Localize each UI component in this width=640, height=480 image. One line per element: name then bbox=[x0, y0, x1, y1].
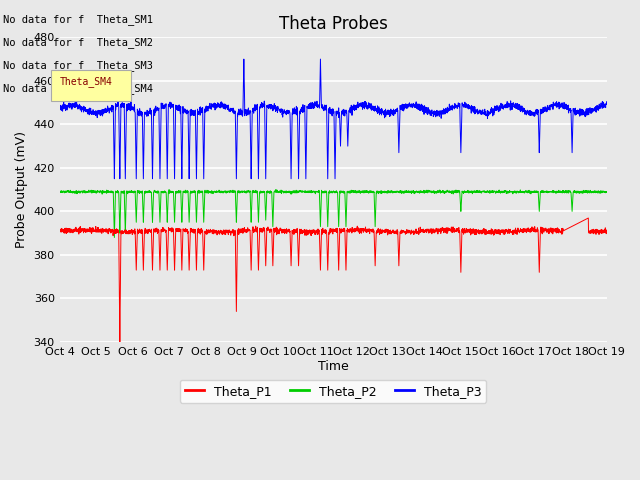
Text: Theta_SM4: Theta_SM4 bbox=[60, 76, 113, 87]
Legend: Theta_P1, Theta_P2, Theta_P3: Theta_P1, Theta_P2, Theta_P3 bbox=[180, 380, 486, 403]
Text: No data for f  Theta_SM1: No data for f Theta_SM1 bbox=[3, 14, 153, 25]
Title: Theta Probes: Theta Probes bbox=[278, 15, 388, 33]
Text: No data for f  Theta_SM3: No data for f Theta_SM3 bbox=[3, 60, 153, 72]
X-axis label: Time: Time bbox=[317, 360, 349, 372]
Text: No data for f  Theta_SM2: No data for f Theta_SM2 bbox=[3, 37, 153, 48]
Y-axis label: Probe Output (mV): Probe Output (mV) bbox=[15, 131, 28, 248]
Text: No data for f  Theta_SM4: No data for f Theta_SM4 bbox=[3, 84, 153, 95]
